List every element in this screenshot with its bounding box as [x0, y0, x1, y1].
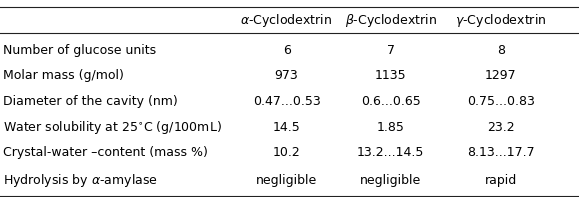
Text: Water solubility at 25$^{\circ}$C (g/100mL): Water solubility at 25$^{\circ}$C (g/100…	[3, 119, 222, 136]
Text: 0.75...0.83: 0.75...0.83	[467, 95, 535, 108]
Text: negligible: negligible	[360, 174, 422, 187]
Text: 14.5: 14.5	[273, 121, 301, 134]
Text: Diameter of the cavity (nm): Diameter of the cavity (nm)	[3, 95, 178, 108]
Text: 13.2...14.5: 13.2...14.5	[357, 146, 424, 159]
Text: 10.2: 10.2	[273, 146, 301, 159]
Text: Crystal-water –content (mass %): Crystal-water –content (mass %)	[3, 146, 208, 159]
Text: 23.2: 23.2	[487, 121, 515, 134]
Text: 1.85: 1.85	[377, 121, 405, 134]
Text: rapid: rapid	[485, 174, 517, 187]
Text: $\it{\beta}$-Cyclodextrin: $\it{\beta}$-Cyclodextrin	[345, 12, 437, 29]
Text: 0.47...0.53: 0.47...0.53	[252, 95, 321, 108]
Text: 1297: 1297	[485, 69, 516, 82]
Text: Hydrolysis by $\it{\alpha}$-amylase: Hydrolysis by $\it{\alpha}$-amylase	[3, 172, 158, 189]
Text: 6: 6	[283, 44, 291, 57]
Text: $\it{\gamma}$-Cyclodextrin: $\it{\gamma}$-Cyclodextrin	[455, 12, 547, 29]
Text: $\it{\alpha}$-Cyclodextrin: $\it{\alpha}$-Cyclodextrin	[240, 12, 333, 29]
Text: 8.13...17.7: 8.13...17.7	[467, 146, 534, 159]
Text: 7: 7	[387, 44, 395, 57]
Text: 8: 8	[497, 44, 505, 57]
Text: Molar mass (g/mol): Molar mass (g/mol)	[3, 69, 124, 82]
Text: 973: 973	[274, 69, 299, 82]
Text: 0.6...0.65: 0.6...0.65	[361, 95, 421, 108]
Text: 1135: 1135	[375, 69, 406, 82]
Text: negligible: negligible	[256, 174, 317, 187]
Text: Number of glucose units: Number of glucose units	[3, 44, 156, 57]
